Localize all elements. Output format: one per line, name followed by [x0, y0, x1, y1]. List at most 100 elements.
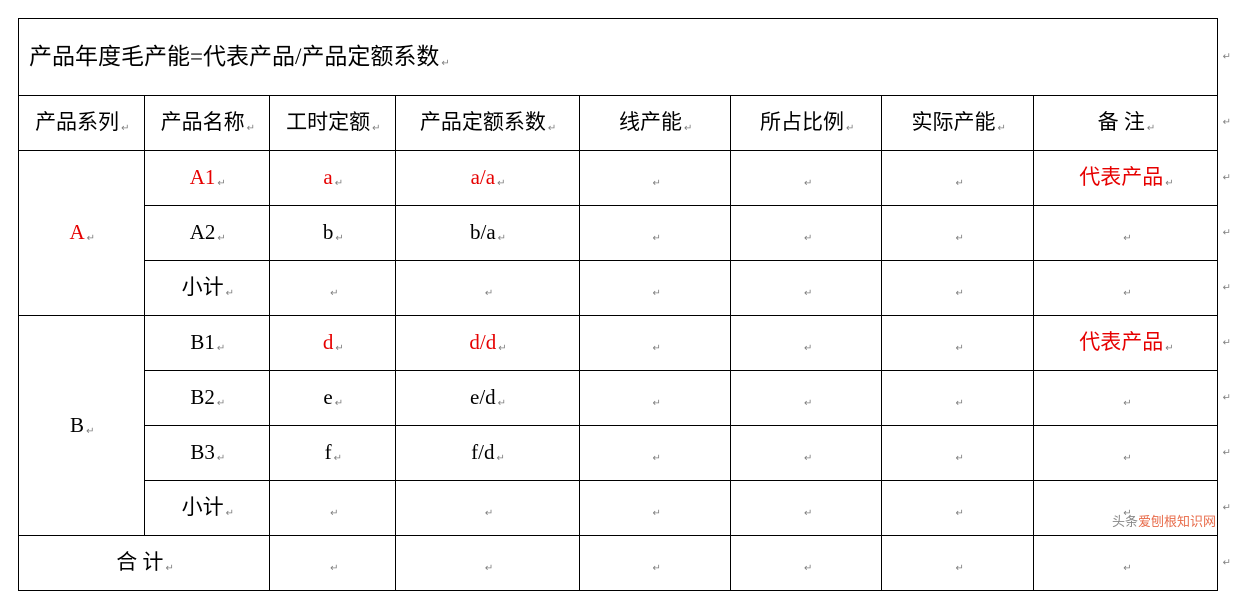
para-mark-icon: ↵: [1165, 343, 1173, 354]
cell: ↵↵: [1033, 206, 1217, 261]
col-header-text: 实际产能: [912, 110, 996, 134]
para-mark-icon: ↵: [335, 178, 343, 189]
para-mark-icon: ↵: [330, 508, 338, 519]
series-label: A: [69, 220, 84, 244]
para-mark-icon: ↵: [1223, 171, 1231, 186]
para-mark-icon: ↵: [1223, 50, 1231, 65]
cell-text: A2: [190, 220, 216, 244]
para-mark-icon: ↵: [372, 123, 380, 134]
para-mark-icon: ↵: [330, 563, 338, 574]
para-mark-icon: ↵: [653, 508, 661, 519]
para-mark-icon: ↵: [956, 178, 964, 189]
cell-text: A1: [190, 165, 216, 189]
para-mark-icon: ↵: [653, 343, 661, 354]
para-mark-icon: ↵: [247, 123, 255, 134]
cell: b/a↵: [395, 206, 579, 261]
para-mark-icon: ↵: [217, 233, 225, 244]
para-mark-icon: ↵: [334, 453, 342, 464]
cell: ↵: [395, 261, 579, 316]
cell: b↵: [270, 206, 396, 261]
para-mark-icon: ↵: [217, 398, 225, 409]
cell: 小计↵: [144, 261, 270, 316]
cell: ↵: [882, 206, 1033, 261]
cell: B1↵: [144, 316, 270, 371]
table-row: A↵ A1↵ a↵ a/a↵ ↵ ↵ ↵ 代表产品↵↵: [19, 151, 1218, 206]
cell: ↵: [270, 261, 396, 316]
para-mark-icon: ↵: [485, 508, 493, 519]
para-mark-icon: ↵: [653, 233, 661, 244]
cell-text: f: [325, 440, 332, 464]
cell: f↵: [270, 426, 396, 481]
watermark: 头条爱刨根知识网: [1112, 511, 1216, 530]
para-mark-icon: ↵: [165, 563, 173, 574]
col-header: 工时定额↵: [270, 96, 396, 151]
cell-text: a/a: [471, 165, 495, 189]
para-mark-icon: ↵: [653, 453, 661, 464]
para-mark-icon: ↵: [498, 233, 506, 244]
col-header-text: 线产能: [619, 110, 682, 134]
table-row: B3↵ f↵ f/d↵ ↵ ↵ ↵ ↵↵: [19, 426, 1218, 481]
table-header-row: 产品系列↵ 产品名称↵ 工时定额↵ 产品定额系数↵ 线产能↵ 所占比例↵ 实际产…: [19, 96, 1218, 151]
para-mark-icon: ↵: [1123, 398, 1131, 409]
cell: ↵↵: [1033, 536, 1217, 591]
para-mark-icon: ↵: [121, 123, 129, 134]
para-mark-icon: ↵: [86, 426, 94, 437]
table-row: 小计↵ ↵ ↵ ↵ ↵ ↵ ↵↵: [19, 481, 1218, 536]
col-header: 产品系列↵: [19, 96, 145, 151]
table-total-row: 合 计↵ ↵ ↵ ↵ ↵ ↵ ↵↵: [19, 536, 1218, 591]
table-row: B2↵ e↵ e/d↵ ↵ ↵ ↵ ↵↵: [19, 371, 1218, 426]
cell-text: f/d: [471, 440, 494, 464]
cell: ↵: [395, 536, 579, 591]
cell: ↵: [579, 151, 730, 206]
cell-text: 代表产品: [1079, 165, 1163, 189]
total-label-cell: 合 计↵: [19, 536, 270, 591]
para-mark-icon: ↵: [1223, 336, 1231, 351]
para-mark-icon: ↵: [485, 288, 493, 299]
watermark-gray: 头条: [1112, 514, 1138, 529]
para-mark-icon: ↵: [441, 58, 449, 69]
cell: ↵: [730, 481, 881, 536]
para-mark-icon: ↵: [497, 178, 505, 189]
cell: ↵: [579, 261, 730, 316]
para-mark-icon: ↵: [1223, 281, 1231, 296]
cell: ↵: [882, 426, 1033, 481]
para-mark-icon: ↵: [548, 123, 556, 134]
watermark-red: 爱刨根知识网: [1138, 514, 1216, 529]
para-mark-icon: ↵: [653, 178, 661, 189]
para-mark-icon: ↵: [1223, 391, 1231, 406]
para-mark-icon: ↵: [1147, 123, 1155, 134]
cell: ↵: [395, 481, 579, 536]
table-row: 小计↵ ↵ ↵ ↵ ↵ ↵ ↵↵: [19, 261, 1218, 316]
para-mark-icon: ↵: [804, 233, 812, 244]
para-mark-icon: ↵: [1165, 178, 1173, 189]
para-mark-icon: ↵: [335, 398, 343, 409]
cell: a↵: [270, 151, 396, 206]
col-header-text: 所占比例: [760, 110, 844, 134]
cell: ↵: [730, 371, 881, 426]
para-mark-icon: ↵: [1123, 288, 1131, 299]
cell: e/d↵: [395, 371, 579, 426]
para-mark-icon: ↵: [1223, 115, 1231, 131]
cell: ↵: [882, 481, 1033, 536]
para-mark-icon: ↵: [1223, 501, 1231, 516]
para-mark-icon: ↵: [1123, 453, 1131, 464]
para-mark-icon: ↵: [653, 563, 661, 574]
table-row: A2↵ b↵ b/a↵ ↵ ↵ ↵ ↵↵: [19, 206, 1218, 261]
title-bold: 产品年度毛产能: [29, 44, 190, 69]
para-mark-icon: ↵: [1223, 226, 1231, 241]
para-mark-icon: ↵: [804, 508, 812, 519]
cell: ↵: [579, 206, 730, 261]
cell: 代表产品↵↵: [1033, 316, 1217, 371]
para-mark-icon: ↵: [956, 343, 964, 354]
para-mark-icon: ↵: [804, 563, 812, 574]
para-mark-icon: ↵: [498, 343, 506, 354]
cell: ↵: [882, 371, 1033, 426]
col-header-text: 产品名称: [161, 110, 245, 134]
para-mark-icon: ↵: [498, 398, 506, 409]
cell: ↵: [882, 151, 1033, 206]
para-mark-icon: ↵: [804, 453, 812, 464]
cell-text: B1: [190, 330, 215, 354]
cell-text: B3: [190, 440, 215, 464]
cell-text: d/d: [469, 330, 496, 354]
para-mark-icon: ↵: [846, 123, 854, 134]
